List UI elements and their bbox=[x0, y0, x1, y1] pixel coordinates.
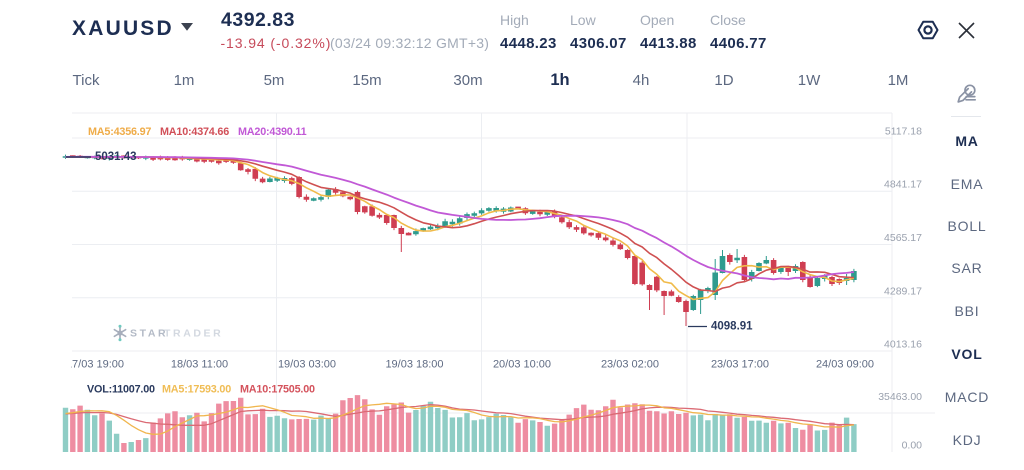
svg-text:4098.91: 4098.91 bbox=[711, 321, 753, 333]
svg-text:5031.43: 5031.43 bbox=[95, 151, 137, 163]
svg-text:4841.17: 4841.17 bbox=[884, 179, 922, 191]
svg-text:35463.00: 35463.00 bbox=[878, 391, 922, 403]
svg-text:TRADER: TRADER bbox=[164, 328, 223, 340]
svg-text:4013.16: 4013.16 bbox=[884, 339, 922, 351]
svg-text:23/03 02:00: 23/03 02:00 bbox=[601, 359, 659, 371]
svg-text:5117.18: 5117.18 bbox=[885, 126, 922, 138]
svg-text:19/03 03:00: 19/03 03:00 bbox=[278, 359, 336, 371]
svg-text:4289.17: 4289.17 bbox=[884, 285, 922, 297]
svg-text:20/03 10:00: 20/03 10:00 bbox=[493, 359, 551, 371]
svg-text:24/03 09:00: 24/03 09:00 bbox=[816, 359, 874, 371]
svg-text:MA5:4356.97: MA5:4356.97 bbox=[88, 126, 151, 138]
svg-text:MA5:17593.00: MA5:17593.00 bbox=[162, 384, 231, 396]
svg-text:MA10:17505.00: MA10:17505.00 bbox=[240, 384, 315, 396]
svg-text:18/03 11:00: 18/03 11:00 bbox=[171, 359, 228, 371]
svg-text:MA10:4374.66: MA10:4374.66 bbox=[160, 126, 229, 138]
svg-text:VOL:11007.00: VOL:11007.00 bbox=[87, 384, 155, 396]
svg-text:19/03 18:00: 19/03 18:00 bbox=[385, 359, 443, 371]
svg-text:17/03 19:00: 17/03 19:00 bbox=[66, 359, 124, 371]
svg-text:STAR: STAR bbox=[130, 328, 168, 340]
svg-text:23/03 17:00: 23/03 17:00 bbox=[711, 359, 769, 371]
svg-text:0.00: 0.00 bbox=[902, 440, 923, 452]
svg-text:4565.17: 4565.17 bbox=[884, 232, 922, 244]
svg-text:MA20:4390.11: MA20:4390.11 bbox=[238, 126, 307, 138]
